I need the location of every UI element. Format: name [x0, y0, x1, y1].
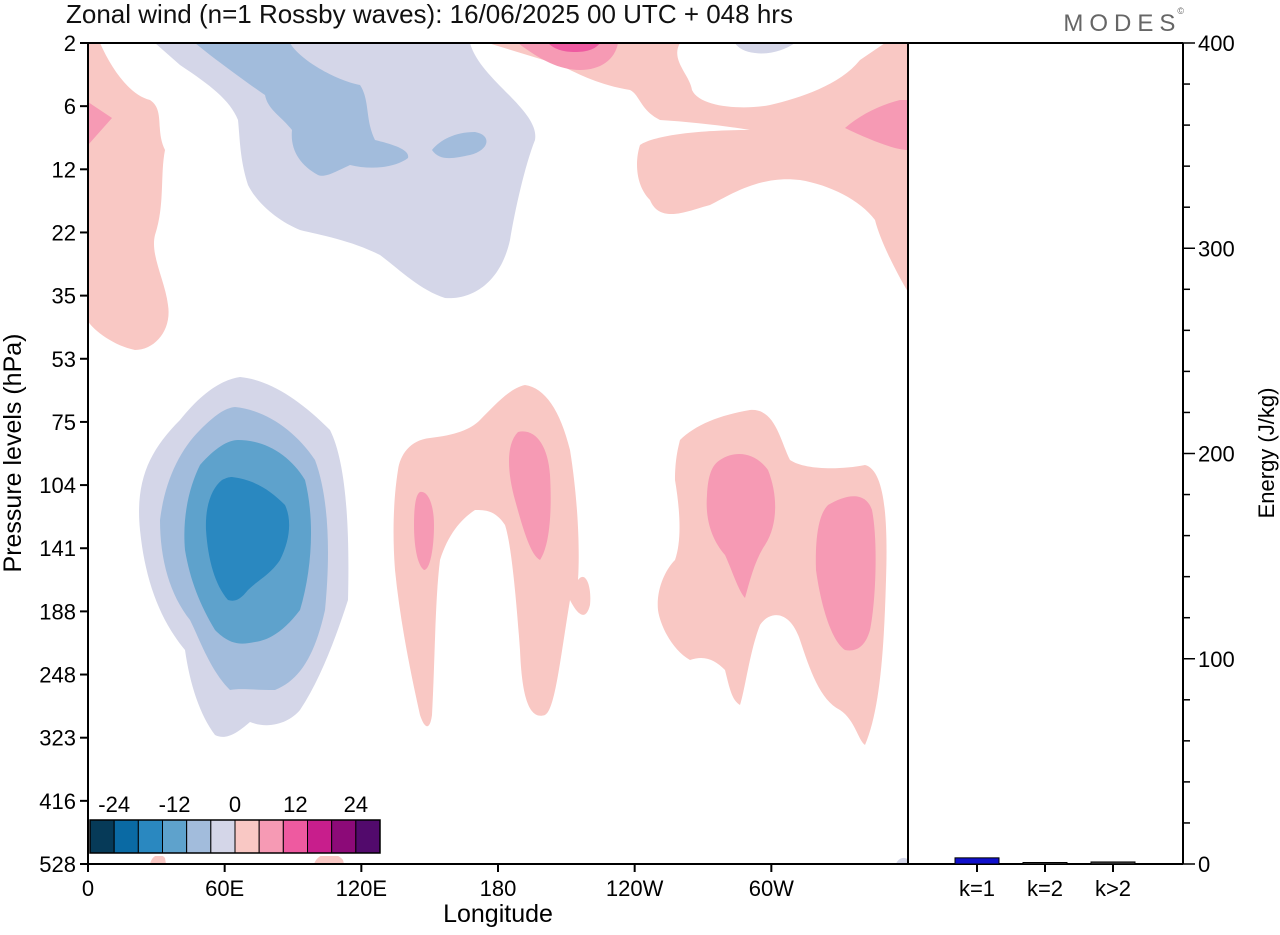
energy-axis-label: Energy (J/kg) — [1254, 388, 1279, 519]
contour-pos-top-outer — [488, 43, 908, 292]
energy-category-label: k>2 — [1095, 876, 1131, 901]
energy-bars: k=1 k=2 k>2 — [954, 857, 1136, 901]
contour-neg-bottom-c — [896, 857, 908, 864]
x-axis-label: Longitude — [443, 900, 553, 928]
colorbar-swatch — [355, 819, 381, 854]
colorbar-swatch — [258, 819, 284, 854]
colorbar-swatch — [137, 819, 163, 854]
energy-category-label: k=2 — [1027, 876, 1063, 901]
pressure-tick-label: 141 — [39, 536, 76, 561]
energy-bar-2 — [1022, 862, 1068, 865]
energy-axis: 0 100 200 300 400 — [1183, 31, 1235, 877]
y-axis-label: Pressure levels (hPa) — [0, 334, 27, 573]
colorbar-swatch — [282, 819, 309, 854]
contour-pos-dateline-core-b — [509, 431, 551, 560]
colorbar-label: 0 — [229, 792, 241, 817]
colorbar-swatch — [307, 819, 333, 854]
logo-text: MODES — [1063, 10, 1182, 37]
logo-mark: © — [1177, 6, 1184, 16]
contour-neg-strat-blob — [432, 132, 487, 159]
longitude-tick-label: 60W — [749, 876, 794, 901]
colorbar-swatch — [113, 819, 139, 854]
contour-neg-strat-outer — [155, 43, 536, 299]
colorbar-label: -24 — [98, 792, 130, 817]
contour-neg-top-right — [735, 43, 795, 54]
energy-bar-3 — [1090, 861, 1136, 865]
contour-field — [88, 43, 908, 864]
energy-tick-label: 300 — [1198, 236, 1235, 261]
pressure-tick-label: 2 — [64, 31, 76, 56]
pressure-tick-label: 53 — [52, 347, 76, 372]
longitude-tick-label: 120E — [336, 876, 387, 901]
energy-tick-label: 400 — [1198, 31, 1235, 56]
pressure-axis: 2 6 12 22 35 53 75 104 141 188 248 323 416 528 — [39, 31, 88, 877]
colorbar-swatch — [210, 819, 236, 854]
pressure-tick-label: 12 — [52, 157, 76, 182]
colorbar-label: 12 — [283, 792, 307, 817]
colorbar-swatch — [162, 819, 188, 854]
modes-logo: MODES© — [1063, 6, 1188, 38]
contour-pos-left-edge — [88, 43, 169, 350]
pressure-tick-label: 528 — [39, 852, 76, 877]
longitude-tick-label: 0 — [82, 876, 94, 901]
contour-pos-east-core-a — [706, 454, 776, 598]
contour-pos-bottom-a — [150, 854, 166, 864]
pressure-tick-label: 104 — [39, 473, 76, 498]
chart-title: Zonal wind (n=1 Rossby waves): 16/06/202… — [66, 0, 793, 29]
contour-neg-trop-n4 — [205, 477, 290, 601]
contour-pos-left-edge-core — [88, 102, 112, 145]
colorbar-frame — [89, 819, 381, 854]
pressure-tick-label: 248 — [39, 663, 76, 688]
contour-pos-dateline-core-a — [414, 491, 434, 570]
energy-bar-1 — [954, 857, 1000, 865]
contour-pos-east-core-b — [815, 496, 876, 651]
longitude-axis: 0 60E 120E 180 120W 60W — [82, 864, 794, 901]
colorbar-label: 24 — [344, 792, 368, 817]
contour-neg-strat-inner — [195, 43, 409, 176]
contour-pos-right-core — [845, 100, 908, 150]
colorbar-swatch — [331, 819, 357, 854]
colorbar: -24 -12 0 12 24 — [88, 792, 382, 856]
longitude-tick-label: 120W — [606, 876, 664, 901]
energy-tick-label: 100 — [1198, 647, 1235, 672]
pressure-tick-label: 75 — [52, 410, 76, 435]
colorbar-swatch — [234, 819, 260, 854]
colorbar-swatch — [89, 819, 115, 854]
pressure-tick-label: 6 — [64, 94, 76, 119]
pressure-tick-label: 323 — [39, 726, 76, 751]
longitude-tick-label: 180 — [480, 876, 517, 901]
energy-category-label: k=1 — [959, 876, 995, 901]
colorbar-swatch — [186, 819, 212, 854]
contour-pos-top-core — [548, 43, 600, 52]
pressure-tick-label: 188 — [39, 599, 76, 624]
energy-tick-label: 200 — [1198, 442, 1235, 467]
contour-pos-bottom-b — [314, 853, 344, 864]
longitude-tick-label: 60E — [205, 876, 244, 901]
colorbar-label: -12 — [159, 792, 191, 817]
pressure-tick-label: 416 — [39, 789, 76, 814]
pressure-tick-label: 22 — [52, 220, 76, 245]
pressure-tick-label: 35 — [52, 284, 76, 309]
contour-pos-top-mid — [518, 43, 618, 70]
energy-tick-label: 0 — [1198, 852, 1210, 877]
